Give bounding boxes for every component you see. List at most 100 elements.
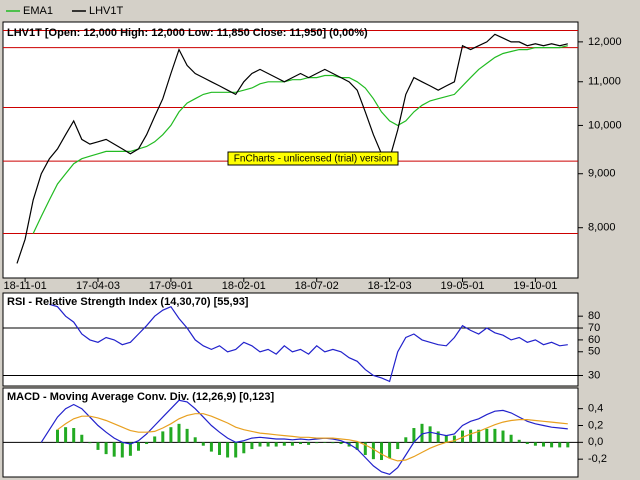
histogram-bar: [396, 442, 400, 450]
histogram-bar: [209, 442, 213, 452]
price-panel: [2, 21, 579, 279]
histogram-bar: [201, 442, 205, 446]
histogram-bar: [266, 442, 270, 447]
histogram-bar: [299, 442, 302, 445]
histogram-bar: [153, 436, 157, 443]
histogram-bar: [169, 427, 173, 443]
histogram-bar: [258, 442, 262, 447]
panel-title: LHV1T [Open: 12,000 High: 12,000 Low: 11…: [7, 27, 368, 39]
histogram-bar: [177, 423, 181, 443]
x-tick-label: 18-11-01: [3, 280, 46, 292]
histogram-bar: [96, 442, 100, 450]
histogram-bar: [485, 428, 489, 443]
histogram-bar: [307, 442, 311, 445]
histogram-bar: [355, 442, 359, 450]
watermark: FnCharts - unlicensed (trial) version: [234, 154, 392, 165]
histogram-bar: [218, 442, 221, 455]
histogram-bar: [185, 428, 189, 443]
y-tick-label: 8,000: [588, 222, 616, 234]
y-tick-label: 12,000: [588, 36, 622, 48]
histogram-bar: [542, 442, 545, 447]
series-line: [57, 413, 568, 462]
histogram-bar: [315, 442, 319, 444]
x-tick-label: 17-04-03: [76, 280, 120, 292]
histogram-bar: [509, 434, 513, 443]
y-tick-label: 10,000: [588, 119, 622, 131]
y-tick-label: 30: [588, 369, 600, 381]
histogram-bar: [461, 430, 464, 443]
histogram-bar: [80, 434, 84, 443]
histogram-bar: [282, 442, 286, 446]
x-tick-label: 19-05-01: [440, 280, 484, 292]
y-tick-label: 0,0: [588, 436, 603, 448]
histogram-bar: [550, 442, 554, 448]
histogram-bar: [371, 442, 375, 460]
histogram-bar: [161, 431, 165, 443]
legend-label: LHV1T: [89, 5, 124, 17]
histogram-bar: [412, 428, 416, 443]
histogram-bar: [420, 423, 424, 443]
x-tick-label: 17-09-01: [149, 280, 193, 292]
histogram-bar: [477, 429, 481, 443]
rsi-panel: [2, 292, 579, 387]
histogram-bar: [517, 439, 521, 443]
histogram-bar: [452, 435, 456, 443]
y-tick-label: 0,2: [588, 419, 603, 431]
series-line: [49, 303, 568, 383]
histogram-bar: [380, 442, 383, 461]
histogram-bar: [64, 427, 68, 443]
series-line: [40, 399, 568, 475]
histogram-bar: [363, 442, 367, 455]
histogram-bar: [193, 437, 197, 443]
y-tick-label: 70: [588, 322, 600, 334]
histogram-bar: [56, 429, 59, 443]
histogram-bar: [104, 442, 108, 455]
histogram-bar: [290, 442, 294, 446]
y-tick-label: 11,000: [588, 76, 621, 88]
histogram-bar: [331, 442, 335, 444]
histogram-bar: [493, 428, 497, 443]
histogram-bar: [250, 442, 254, 450]
histogram-bar: [72, 428, 76, 443]
histogram-bar: [558, 442, 562, 448]
histogram-bar: [145, 442, 149, 445]
histogram-bar: [525, 442, 529, 445]
histogram-bar: [566, 442, 570, 448]
histogram-bar: [444, 435, 448, 443]
y-tick-label: 9,000: [588, 168, 616, 180]
histogram-bar: [533, 442, 537, 446]
histogram-bar: [428, 426, 432, 443]
y-tick-label: 0,4: [588, 403, 603, 415]
histogram-bar: [388, 442, 392, 459]
histogram-bar: [274, 442, 278, 447]
histogram-bar: [436, 431, 440, 443]
histogram-bar: [404, 437, 408, 443]
histogram-bar: [323, 442, 327, 443]
histogram-bar: [128, 442, 132, 456]
panel-title: RSI - Relative Strength Index (14,30,70)…: [7, 296, 249, 308]
x-tick-label: 18-02-01: [222, 280, 266, 292]
histogram-bar: [501, 430, 505, 443]
watermark-box: [227, 151, 399, 166]
series-line: [16, 33, 568, 264]
y-tick-label: 80: [588, 310, 600, 322]
histogram-bar: [88, 442, 92, 444]
y-tick-label: 50: [588, 346, 600, 358]
legend-label: EMA1: [23, 5, 53, 17]
y-tick-label: 60: [588, 334, 600, 346]
histogram-bar: [242, 442, 246, 454]
histogram-bar: [226, 442, 230, 458]
histogram-bar: [234, 442, 238, 458]
histogram-bar: [469, 429, 473, 443]
y-tick-label: -0,2: [588, 453, 607, 465]
histogram-bar: [137, 442, 140, 451]
histogram-bar: [339, 442, 343, 445]
x-tick-label: 18-07-02: [295, 280, 339, 292]
series-line: [32, 45, 568, 234]
macd-panel: [2, 387, 579, 478]
x-tick-label: 19-10-01: [513, 280, 557, 292]
panel-title: MACD - Moving Average Conv. Div. (12,26,…: [7, 391, 274, 403]
histogram-bar: [120, 442, 124, 458]
histogram-bar: [112, 442, 116, 457]
